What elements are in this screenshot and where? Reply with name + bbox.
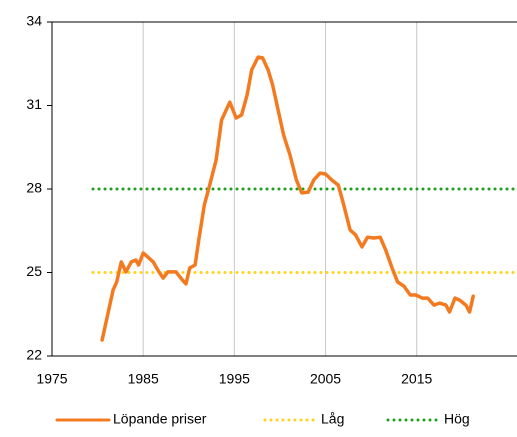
legend-label: Löpande priser [113, 411, 207, 427]
x-tick-label: 2015 [401, 371, 432, 387]
x-tick-label: 1985 [128, 371, 159, 387]
plot-frame [51, 21, 517, 357]
y-tick-label: 22 [26, 347, 42, 363]
x-tick-label: 1995 [219, 371, 250, 387]
y-tick-label: 25 [26, 263, 42, 279]
y-tick-label: 28 [26, 180, 42, 196]
y-tick-label: 34 [26, 13, 42, 29]
legend-label: Hög [444, 411, 470, 427]
x-tick-label: 1975 [36, 371, 67, 387]
y-tick-label: 31 [26, 96, 42, 112]
series-line [100, 55, 475, 342]
x-tick-label: 2005 [310, 371, 341, 387]
legend-label: Låg [321, 411, 344, 427]
